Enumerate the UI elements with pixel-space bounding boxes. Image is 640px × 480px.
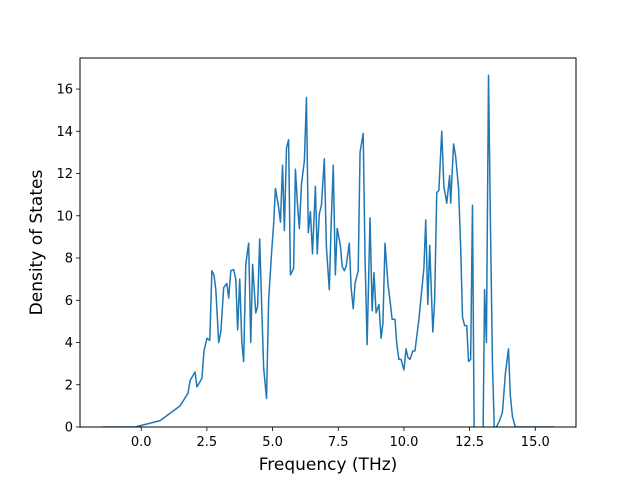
ticks: 0.0 2.5 5.0 7.5 10.0 12.5 15.0 0 2 4 6 8 10 12 14 16 (56, 83, 549, 450)
y-tick-label: 10 (56, 209, 73, 224)
x-tick-label: 12.5 (455, 435, 484, 450)
x-axis-label: Frequency (THz) (259, 455, 398, 475)
x-tick-label: 0.0 (131, 435, 152, 450)
x-tick-label: 7.5 (328, 435, 349, 450)
y-tick-label: 2 (65, 378, 73, 393)
x-tick-label: 10.0 (389, 435, 418, 450)
y-tick-label: 8 (65, 252, 73, 267)
y-tick-label: 14 (56, 125, 73, 140)
y-tick-label: 12 (56, 167, 73, 182)
y-axis-label: Density of States (27, 170, 47, 316)
y-tick-label: 16 (56, 83, 73, 98)
x-tick-label: 5.0 (262, 435, 283, 450)
x-tick-label: 2.5 (197, 435, 218, 450)
y-tick-label: 6 (65, 294, 73, 309)
dos-line (102, 74, 555, 427)
y-tick-label: 4 (65, 336, 73, 351)
y-tick-label: 0 (65, 421, 73, 436)
plot-area (102, 74, 555, 427)
x-tick-label: 15.0 (521, 435, 550, 450)
axes-frame (79, 57, 577, 428)
